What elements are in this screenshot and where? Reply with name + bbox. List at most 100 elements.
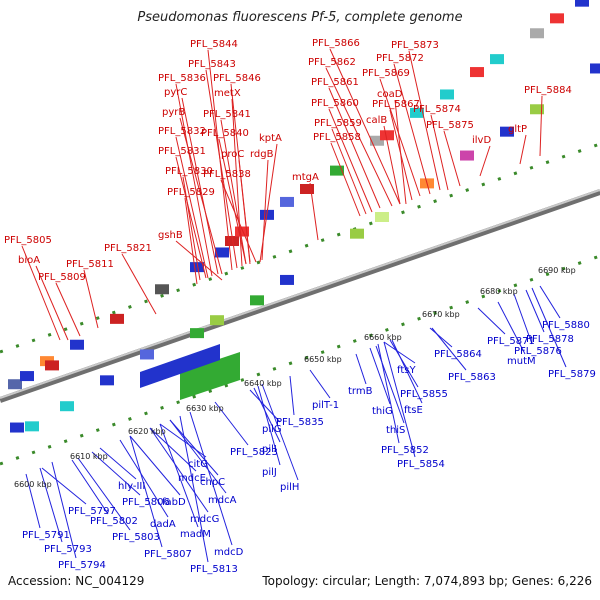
- gene-label[interactable]: PFL_5858: [313, 132, 361, 143]
- gene-label[interactable]: pilH: [280, 482, 299, 493]
- gene-feature-block[interactable]: [155, 284, 169, 295]
- gene-label[interactable]: PFL_5813: [190, 564, 238, 575]
- gene-label[interactable]: ftsE: [404, 405, 423, 416]
- gene-label[interactable]: PFL_5880: [542, 320, 590, 331]
- gene-label[interactable]: PFL_5852: [381, 445, 429, 456]
- gene-label[interactable]: PFL_5879: [548, 369, 596, 380]
- gene-label[interactable]: fabD: [162, 497, 186, 508]
- gene-label[interactable]: madM: [180, 529, 211, 540]
- gene-label[interactable]: PFL_5869: [362, 68, 410, 79]
- gene-feature-block[interactable]: [100, 375, 114, 386]
- gene-label[interactable]: PFL_5823: [230, 447, 278, 458]
- gene-feature-band[interactable]: [140, 344, 220, 388]
- gene-label[interactable]: PFL_5884: [524, 85, 572, 96]
- gene-label[interactable]: ftsY: [397, 365, 416, 376]
- gene-label[interactable]: dadA: [150, 519, 176, 530]
- gene-label[interactable]: PFL_5871: [487, 336, 535, 347]
- gene-feature-block[interactable]: [25, 421, 39, 432]
- gene-label[interactable]: PFL_5872: [376, 53, 424, 64]
- gene-feature-band[interactable]: [180, 352, 240, 400]
- gene-label[interactable]: PFL_5873: [391, 40, 439, 51]
- gene-label[interactable]: PFL_5874: [413, 104, 461, 115]
- gene-feature-block[interactable]: [490, 54, 504, 65]
- gene-label[interactable]: PFL_5841: [203, 109, 251, 120]
- gene-label[interactable]: PFL_5846: [213, 73, 261, 84]
- gene-feature-block[interactable]: [190, 262, 204, 273]
- gene-feature-block[interactable]: [10, 422, 24, 433]
- gene-label[interactable]: PFL_5797: [68, 506, 116, 517]
- gene-label[interactable]: thiS: [386, 425, 405, 436]
- gene-feature-block[interactable]: [590, 63, 600, 74]
- gene-label[interactable]: PFL_5803: [112, 532, 160, 543]
- gene-label[interactable]: hly-III: [118, 481, 145, 492]
- gene-feature-block[interactable]: [575, 0, 589, 7]
- gene-label[interactable]: rdgB: [250, 149, 274, 160]
- gene-label[interactable]: mdcG: [190, 514, 219, 525]
- gene-label[interactable]: PFL_5878: [526, 334, 574, 345]
- gene-label[interactable]: PFL_5806: [122, 497, 170, 508]
- gene-feature-block[interactable]: [500, 126, 514, 137]
- gene-feature-block[interactable]: [300, 184, 314, 194]
- gene-feature-block[interactable]: [20, 371, 34, 382]
- gene-feature-block[interactable]: [380, 130, 394, 141]
- gene-feature-block[interactable]: [140, 349, 154, 360]
- gene-label[interactable]: PFL_5838: [203, 169, 251, 180]
- gene-label[interactable]: PFL_5867: [372, 99, 420, 110]
- gene-label[interactable]: PFL_5836: [158, 73, 206, 84]
- gene-label[interactable]: PFL_5830: [165, 166, 213, 177]
- gene-label[interactable]: PFL_5809: [38, 272, 86, 283]
- gene-label[interactable]: PFL_5861: [311, 77, 359, 88]
- gene-label[interactable]: pilJ: [262, 467, 277, 478]
- gene-label[interactable]: PFL_5862: [308, 57, 356, 68]
- gene-feature-block[interactable]: [470, 67, 484, 78]
- gene-label[interactable]: gltP: [508, 124, 527, 135]
- gene-feature-block[interactable]: [370, 135, 384, 146]
- gene-label[interactable]: trmB: [348, 386, 373, 397]
- gene-label[interactable]: pilI: [262, 444, 277, 455]
- gene-label[interactable]: PFL_5821: [104, 243, 152, 254]
- gene-feature-block[interactable]: [440, 89, 454, 100]
- gene-label[interactable]: pyrC: [164, 87, 187, 98]
- gene-feature-block[interactable]: [8, 379, 22, 390]
- gene-label[interactable]: thiG: [372, 406, 393, 417]
- gene-feature-block[interactable]: [215, 247, 229, 258]
- gene-label[interactable]: PFL_5863: [448, 372, 496, 383]
- gene-feature-block[interactable]: [550, 13, 564, 24]
- gene-label[interactable]: PFL_5831: [158, 146, 206, 157]
- gene-feature-block[interactable]: [110, 313, 124, 324]
- gene-label[interactable]: PFL_5805: [4, 235, 52, 246]
- gene-label[interactable]: chpC: [200, 477, 225, 488]
- gene-label[interactable]: PFL_5835: [276, 417, 324, 428]
- gene-label[interactable]: mdcA: [208, 495, 237, 506]
- gene-label[interactable]: PFL_5859: [314, 118, 362, 129]
- gene-label[interactable]: PFL_5802: [90, 516, 138, 527]
- gene-label[interactable]: citG: [188, 459, 208, 470]
- gene-label[interactable]: PFL_5866: [312, 38, 360, 49]
- gene-label[interactable]: PFL_5860: [311, 98, 359, 109]
- gene-label[interactable]: metX: [214, 88, 241, 99]
- gene-label[interactable]: PFL_5875: [426, 120, 474, 131]
- gene-label[interactable]: kptA: [259, 133, 282, 144]
- gene-label[interactable]: pyrB: [162, 107, 185, 118]
- gene-label[interactable]: mtgA: [292, 172, 319, 183]
- gene-label[interactable]: PFL_5855: [400, 389, 448, 400]
- gene-feature-block[interactable]: [530, 104, 544, 115]
- gene-label[interactable]: PFL_5840: [201, 128, 249, 139]
- gene-label[interactable]: PFL_5876: [514, 346, 562, 357]
- gene-label[interactable]: PFL_5807: [144, 549, 192, 560]
- gene-label[interactable]: PFL_5811: [66, 259, 114, 270]
- gene-label[interactable]: pilT-1: [312, 400, 339, 411]
- gene-label[interactable]: mutM: [507, 356, 536, 367]
- gene-label[interactable]: ilvD: [472, 135, 491, 146]
- gene-feature-block[interactable]: [60, 401, 74, 412]
- gene-label[interactable]: PFL_5832: [158, 126, 206, 137]
- gene-feature-block[interactable]: [190, 328, 204, 339]
- gene-label[interactable]: proC: [221, 149, 244, 160]
- gene-feature-block[interactable]: [330, 165, 344, 176]
- gene-feature-block[interactable]: [70, 339, 84, 350]
- gene-feature-block[interactable]: [460, 150, 474, 161]
- gene-feature-block[interactable]: [235, 226, 249, 237]
- gene-label[interactable]: PFL_5844: [190, 39, 238, 50]
- gene-label[interactable]: bioA: [18, 255, 40, 266]
